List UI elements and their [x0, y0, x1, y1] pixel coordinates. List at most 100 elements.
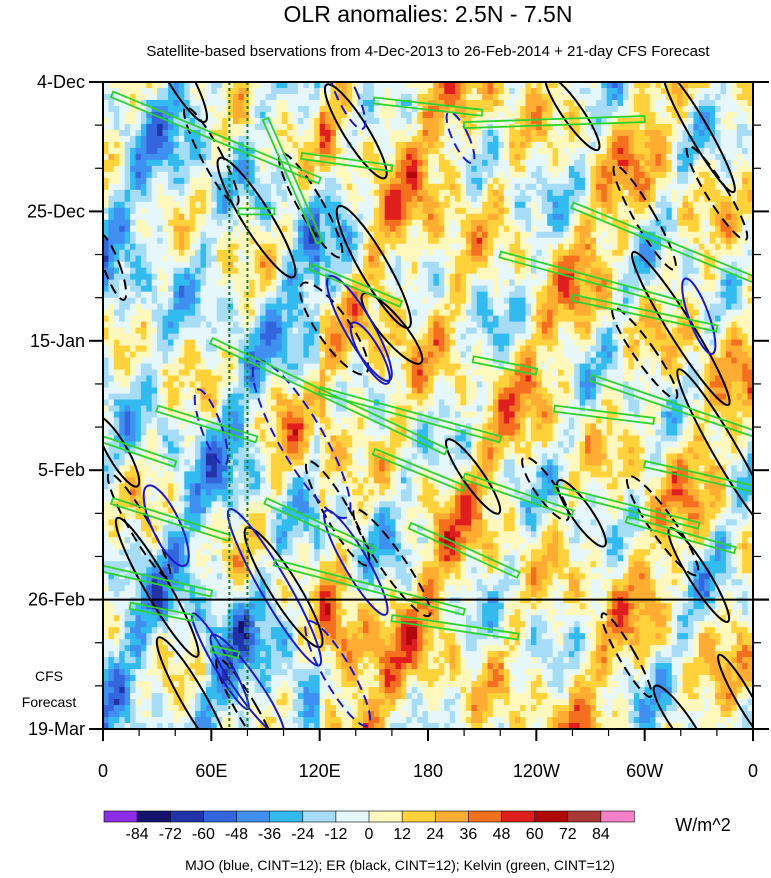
olr-cell — [330, 249, 337, 257]
olr-cell — [233, 231, 240, 239]
olr-cell — [222, 291, 229, 299]
olr-cell — [249, 255, 256, 263]
olr-cell — [270, 195, 277, 203]
olr-cell — [422, 291, 429, 299]
olr-cell — [124, 273, 131, 281]
olr-cell — [140, 219, 147, 227]
olr-cell — [677, 183, 684, 191]
olr-cell — [357, 99, 364, 107]
olr-cell — [736, 261, 743, 269]
olr-cell — [433, 207, 440, 215]
olr-cell — [493, 249, 500, 257]
olr-cell — [742, 87, 749, 95]
olr-cell — [168, 213, 175, 221]
olr-cell — [720, 183, 727, 191]
olr-cell — [108, 111, 115, 119]
olr-cell — [715, 243, 722, 251]
olr-cell — [384, 159, 391, 167]
olr-cell — [325, 87, 332, 95]
olr-cell — [168, 153, 175, 161]
olr-cell — [130, 249, 137, 257]
olr-cell — [579, 153, 586, 161]
olr-cell — [704, 189, 711, 197]
olr-cell — [184, 171, 191, 179]
olr-cell — [124, 243, 131, 251]
olr-cell — [558, 303, 565, 311]
olr-cell — [330, 327, 337, 335]
olr-cell — [623, 87, 630, 95]
olr-cell — [140, 315, 147, 323]
olr-cell — [379, 195, 386, 203]
olr-cell — [520, 213, 527, 221]
olr-cell — [384, 225, 391, 233]
olr-cell — [590, 201, 597, 209]
olr-cell — [731, 195, 738, 203]
olr-cell — [184, 273, 191, 281]
olr-cell — [465, 231, 472, 239]
olr-cell — [731, 243, 738, 251]
olr-cell — [395, 249, 402, 257]
olr-cell — [298, 285, 305, 293]
olr-cell — [595, 129, 602, 137]
olr-cell — [281, 297, 288, 305]
olr-cell — [189, 87, 196, 95]
olr-cell — [157, 159, 164, 167]
olr-cell — [384, 255, 391, 263]
olr-cell — [400, 279, 407, 287]
olr-cell — [579, 303, 586, 311]
olr-cell — [363, 195, 370, 203]
olr-cell — [509, 111, 516, 119]
olr-cell — [146, 303, 153, 311]
olr-cell — [444, 189, 451, 197]
olr-cell — [644, 267, 651, 275]
olr-cell — [341, 249, 348, 257]
olr-cell — [406, 279, 413, 287]
olr-cell — [612, 141, 619, 149]
olr-cell — [417, 291, 424, 299]
olr-cell — [514, 303, 521, 311]
olr-cell — [162, 267, 169, 275]
olr-cell — [650, 321, 657, 329]
olr-cell — [530, 189, 537, 197]
olr-cell — [633, 315, 640, 323]
olr-cell — [227, 135, 234, 143]
olr-cell — [341, 141, 348, 149]
olr-cell — [655, 87, 662, 95]
olr-cell — [736, 165, 743, 173]
olr-cell — [168, 225, 175, 233]
olr-cell — [395, 82, 402, 89]
olr-cell — [357, 82, 364, 89]
olr-cell — [677, 189, 684, 197]
olr-cell — [720, 99, 727, 107]
olr-cell — [390, 237, 397, 245]
olr-cell — [276, 285, 283, 293]
olr-cell — [449, 129, 456, 137]
olr-cell — [373, 201, 380, 209]
olr-cell — [525, 135, 532, 143]
olr-cell — [400, 309, 407, 317]
olr-cell — [628, 237, 635, 245]
olr-cell — [498, 309, 505, 317]
olr-cell — [644, 129, 651, 137]
olr-cell — [709, 237, 716, 245]
olr-cell — [433, 243, 440, 251]
olr-cell — [720, 129, 727, 137]
olr-cell — [666, 303, 673, 311]
olr-cell — [341, 201, 348, 209]
olr-cell — [270, 159, 277, 167]
olr-cell — [249, 153, 256, 161]
olr-cell — [352, 315, 359, 323]
olr-cell — [509, 147, 516, 155]
olr-cell — [346, 315, 353, 323]
olr-cell — [233, 135, 240, 143]
olr-cell — [704, 255, 711, 263]
olr-cell — [644, 147, 651, 155]
olr-cell — [536, 291, 543, 299]
olr-cell — [639, 183, 646, 191]
olr-cell — [585, 153, 592, 161]
olr-cell — [568, 111, 575, 119]
olr-cell — [444, 207, 451, 215]
olr-cell — [292, 255, 299, 263]
olr-cell — [357, 153, 364, 161]
olr-cell — [682, 99, 689, 107]
